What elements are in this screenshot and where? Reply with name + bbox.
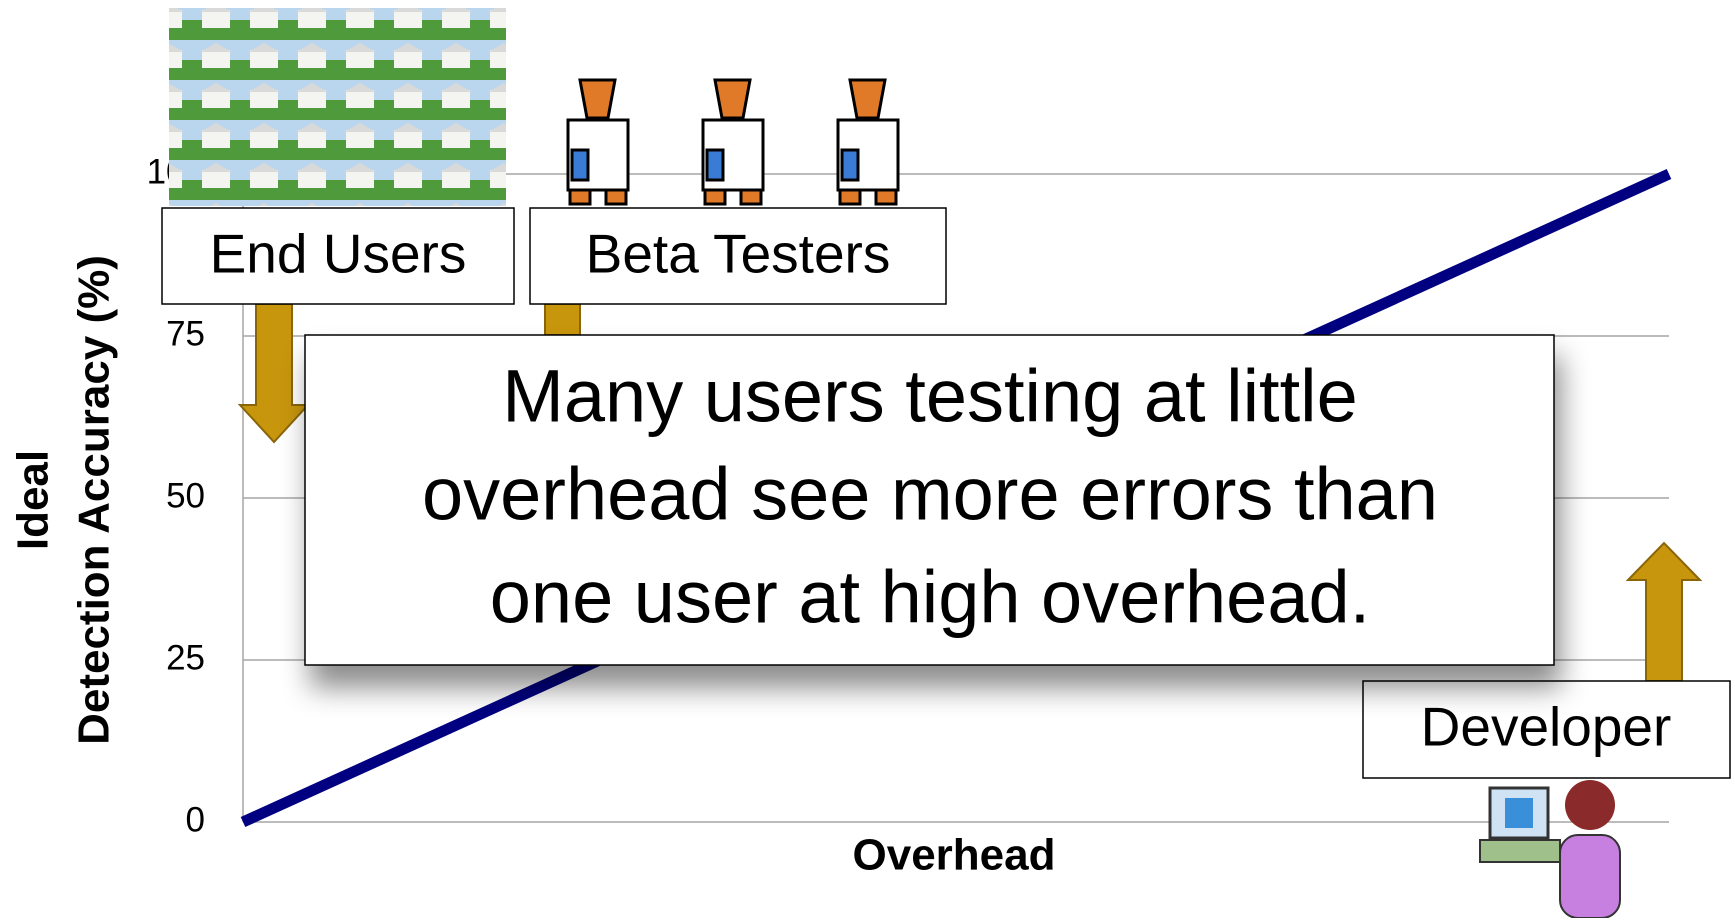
annotation-box bbox=[529, 207, 947, 305]
annotation-box bbox=[1362, 680, 1731, 779]
y-tick-label: 50 bbox=[166, 476, 205, 515]
annotation: Developer bbox=[1421, 696, 1672, 758]
callout-line: one user at high overhead. bbox=[490, 556, 1370, 639]
annotation: Beta Testers bbox=[586, 223, 891, 285]
y-axis-label: Detection Accuracy (%) bbox=[70, 255, 119, 745]
developer-picture bbox=[1479, 780, 1621, 919]
callout-line: Many users testing at little bbox=[502, 355, 1357, 438]
arrow-down bbox=[237, 303, 311, 444]
callout-box bbox=[304, 334, 1555, 666]
end-users-picture bbox=[169, 8, 506, 206]
callout-line: overhead see more errors than bbox=[422, 453, 1438, 536]
arrow-up bbox=[1625, 541, 1703, 682]
y-tick-label: 0 bbox=[186, 800, 205, 839]
annotation: End Users bbox=[210, 223, 467, 285]
y-tick-label: 25 bbox=[166, 638, 205, 677]
beta-testers-picture bbox=[566, 78, 900, 206]
y-tick-label: 75 bbox=[166, 314, 205, 353]
arrow-partial bbox=[544, 303, 581, 336]
annotation-box bbox=[161, 207, 515, 305]
x-axis-label: Overhead bbox=[853, 831, 1056, 880]
y-axis-label: Ideal bbox=[9, 450, 58, 550]
